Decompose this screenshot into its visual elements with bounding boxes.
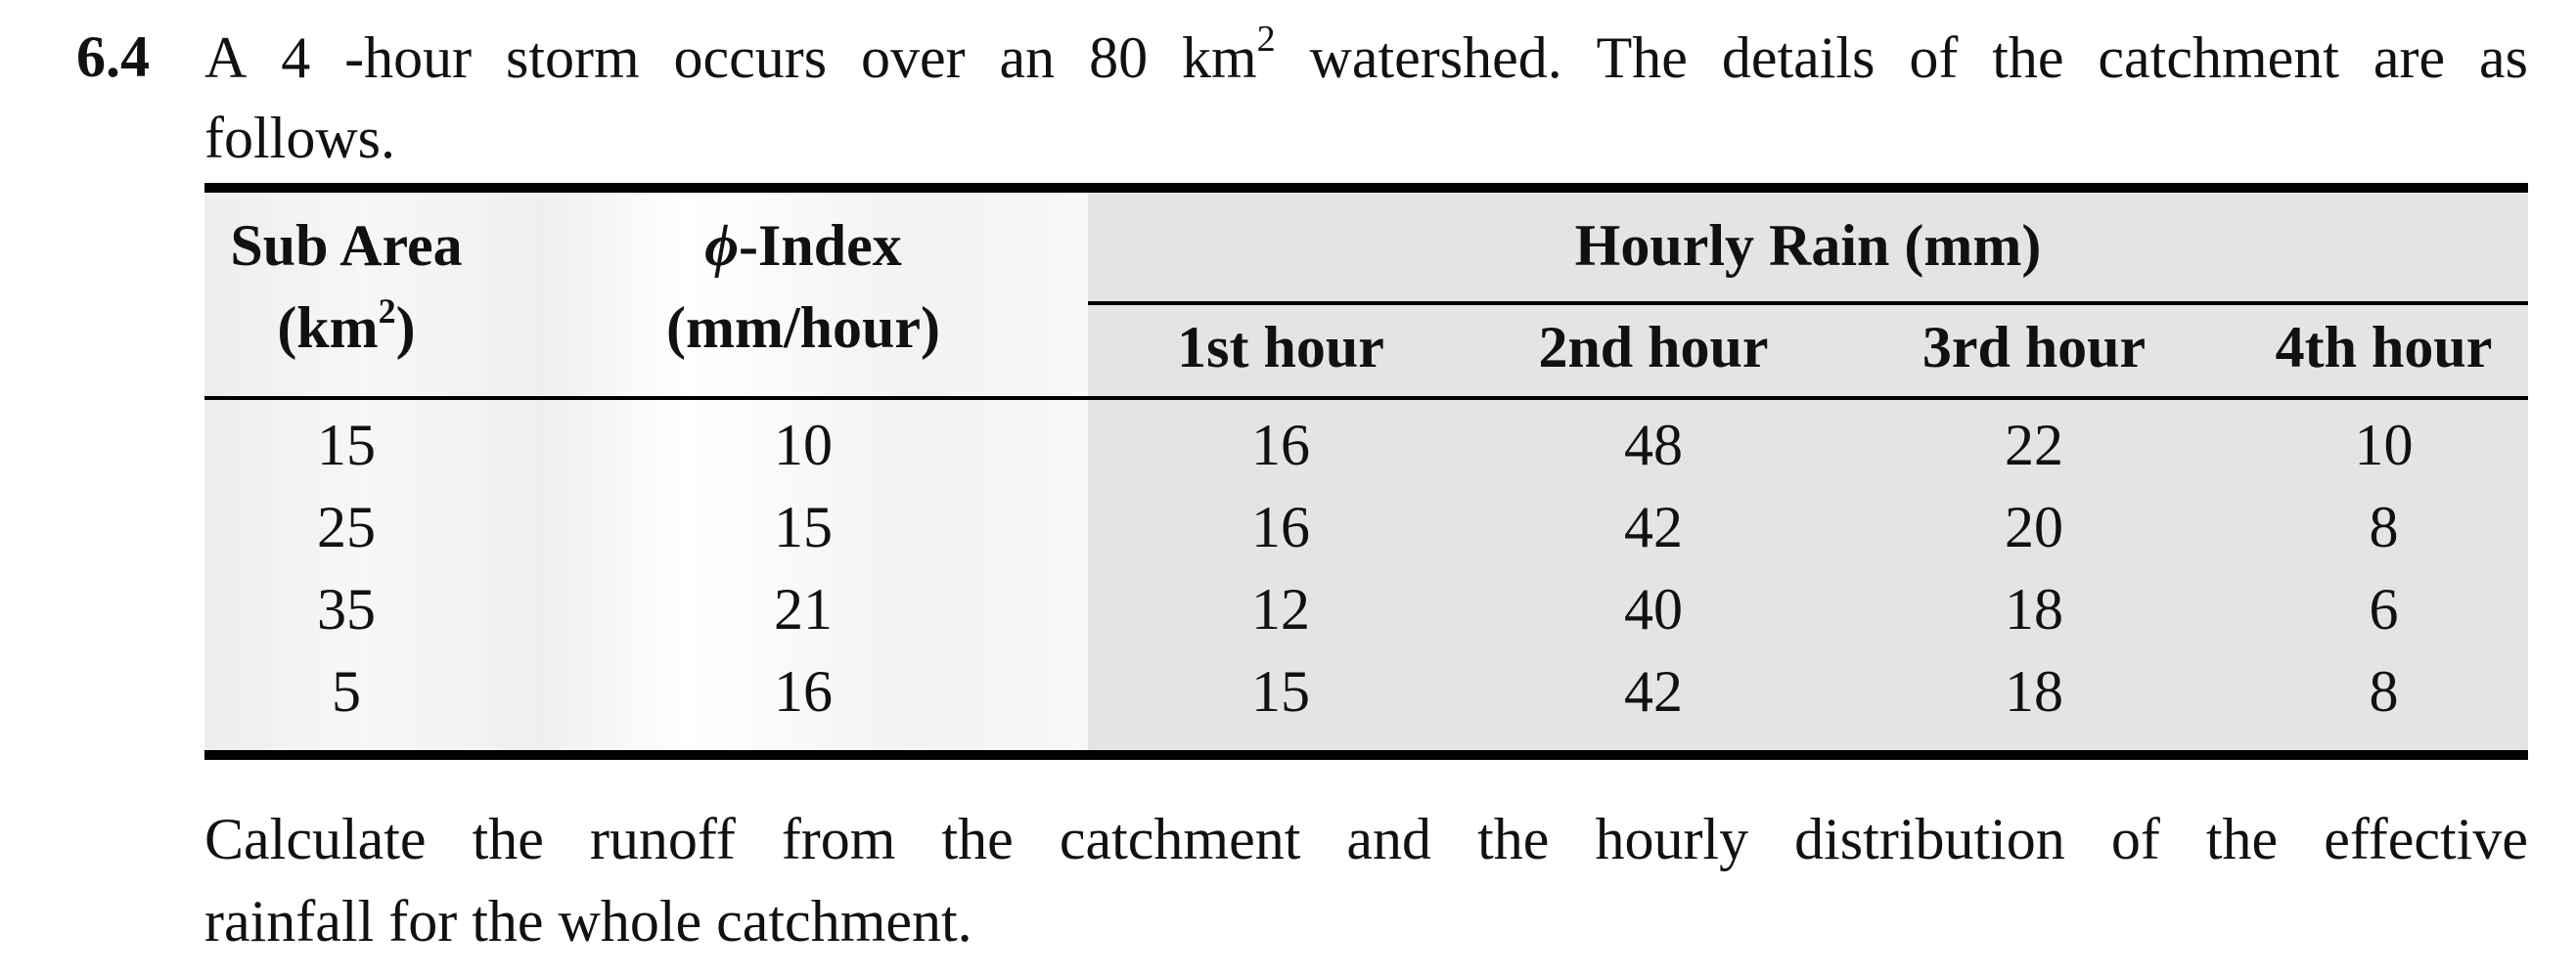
cell-hour-2: 42	[1624, 659, 1683, 724]
cell-hour-2: 40	[1624, 577, 1683, 642]
cell-sub-area: 25	[317, 495, 376, 559]
cell-hour-2: 48	[1624, 413, 1683, 477]
c-word: effective	[2324, 807, 2528, 871]
c-word: and	[1346, 807, 1432, 871]
table-bottom-rule	[204, 750, 2528, 760]
header-bottom-rule	[204, 396, 2528, 400]
q-word: watershed.	[1309, 25, 1562, 90]
header-phi-index: ϕ-Index (mm/hour)	[666, 213, 940, 360]
table-shading-right	[1088, 193, 2528, 750]
header-hour-4: 4th hour	[2275, 315, 2493, 379]
cell-hour-1: 16	[1251, 495, 1310, 559]
cell-phi-index: 16	[774, 659, 833, 724]
c-word: of	[2110, 807, 2160, 871]
closing-line-1: Calculate the runoff from the catchment …	[204, 798, 2528, 880]
cell-hour-4: 8	[2369, 659, 2399, 724]
c-word: Calculate	[204, 807, 427, 871]
phi-symbol: ϕ	[704, 213, 739, 278]
cell-hour-3: 22	[2005, 413, 2063, 477]
q-word: storm	[505, 25, 640, 90]
q-word: 4	[281, 25, 311, 90]
cell-hour-3: 18	[2005, 577, 2063, 642]
question-line-2: follows.	[204, 106, 395, 170]
cell-hour-1: 15	[1251, 659, 1310, 724]
header-hourly-rain: Hourly Rain (mm)	[1574, 213, 2042, 278]
table-top-rule	[204, 183, 2528, 193]
q-word: over	[861, 25, 966, 90]
unit-superscript: 2	[1256, 19, 1276, 60]
header-hour-1: 1st hour	[1177, 315, 1384, 379]
cell-phi-index: 15	[774, 495, 833, 559]
c-word: the	[2205, 807, 2279, 871]
cell-hour-4: 10	[2354, 413, 2414, 477]
cell-phi-index: 21	[774, 577, 833, 642]
cell-hour-1: 16	[1251, 413, 1310, 477]
cell-hour-1: 12	[1251, 577, 1310, 642]
cell-hour-4: 6	[2369, 577, 2399, 642]
q-word: details	[1721, 25, 1876, 90]
cell-hour-2: 42	[1624, 495, 1683, 559]
cell-hour-4: 8	[2369, 495, 2399, 559]
c-word: hourly	[1595, 807, 1749, 871]
closing-line-2: rainfall for the whole catchment.	[204, 889, 972, 954]
header-hour-2: 2nd hour	[1538, 315, 1769, 379]
c-word: runoff	[589, 807, 736, 871]
q-word: The	[1596, 25, 1688, 90]
catchment-table: Sub Area (km2) ϕ-Index (mm/hour) Hourly …	[204, 183, 2528, 765]
q-word: the	[1992, 25, 2064, 90]
cell-sub-area: 5	[332, 659, 361, 724]
cell-hour-3: 18	[2005, 659, 2063, 724]
q-word: are	[2373, 25, 2446, 90]
cell-hour-3: 20	[2005, 495, 2063, 559]
group-header-rule	[1088, 301, 2528, 305]
question-line-1: A 4 -hour storm occurs over an 80 km2 wa…	[204, 18, 2528, 98]
c-word: the	[472, 807, 544, 871]
cell-sub-area: 15	[317, 413, 376, 477]
cell-phi-index: 10	[774, 413, 833, 477]
c-word: catchment	[1059, 807, 1301, 871]
q-word: as	[2479, 25, 2528, 90]
c-word: distribution	[1794, 807, 2065, 871]
header-hour-3: 3rd hour	[1921, 315, 2147, 379]
closing-text: Calculate the runoff from the catchment …	[204, 798, 2528, 962]
c-word: the	[1477, 807, 1550, 871]
q-word: -hour	[344, 25, 473, 90]
q-word: occurs	[673, 25, 828, 90]
question-text: A 4 -hour storm occurs over an 80 km2 wa…	[204, 18, 2528, 178]
header-superscript: 2	[378, 291, 396, 331]
c-word: the	[941, 807, 1014, 871]
q-word: A	[204, 25, 248, 90]
q-word: of	[1909, 25, 1959, 90]
q-word: 80	[1089, 25, 1149, 90]
q-word: an	[999, 25, 1056, 90]
question-number: 6.4	[76, 24, 150, 89]
header-sub-area: Sub Area (km2)	[230, 213, 463, 360]
c-word: from	[781, 807, 896, 871]
q-word: catchment	[2098, 25, 2339, 90]
q-unit: km2	[1181, 19, 1276, 90]
cell-sub-area: 35	[317, 577, 376, 642]
table-shading-left	[204, 193, 1088, 750]
